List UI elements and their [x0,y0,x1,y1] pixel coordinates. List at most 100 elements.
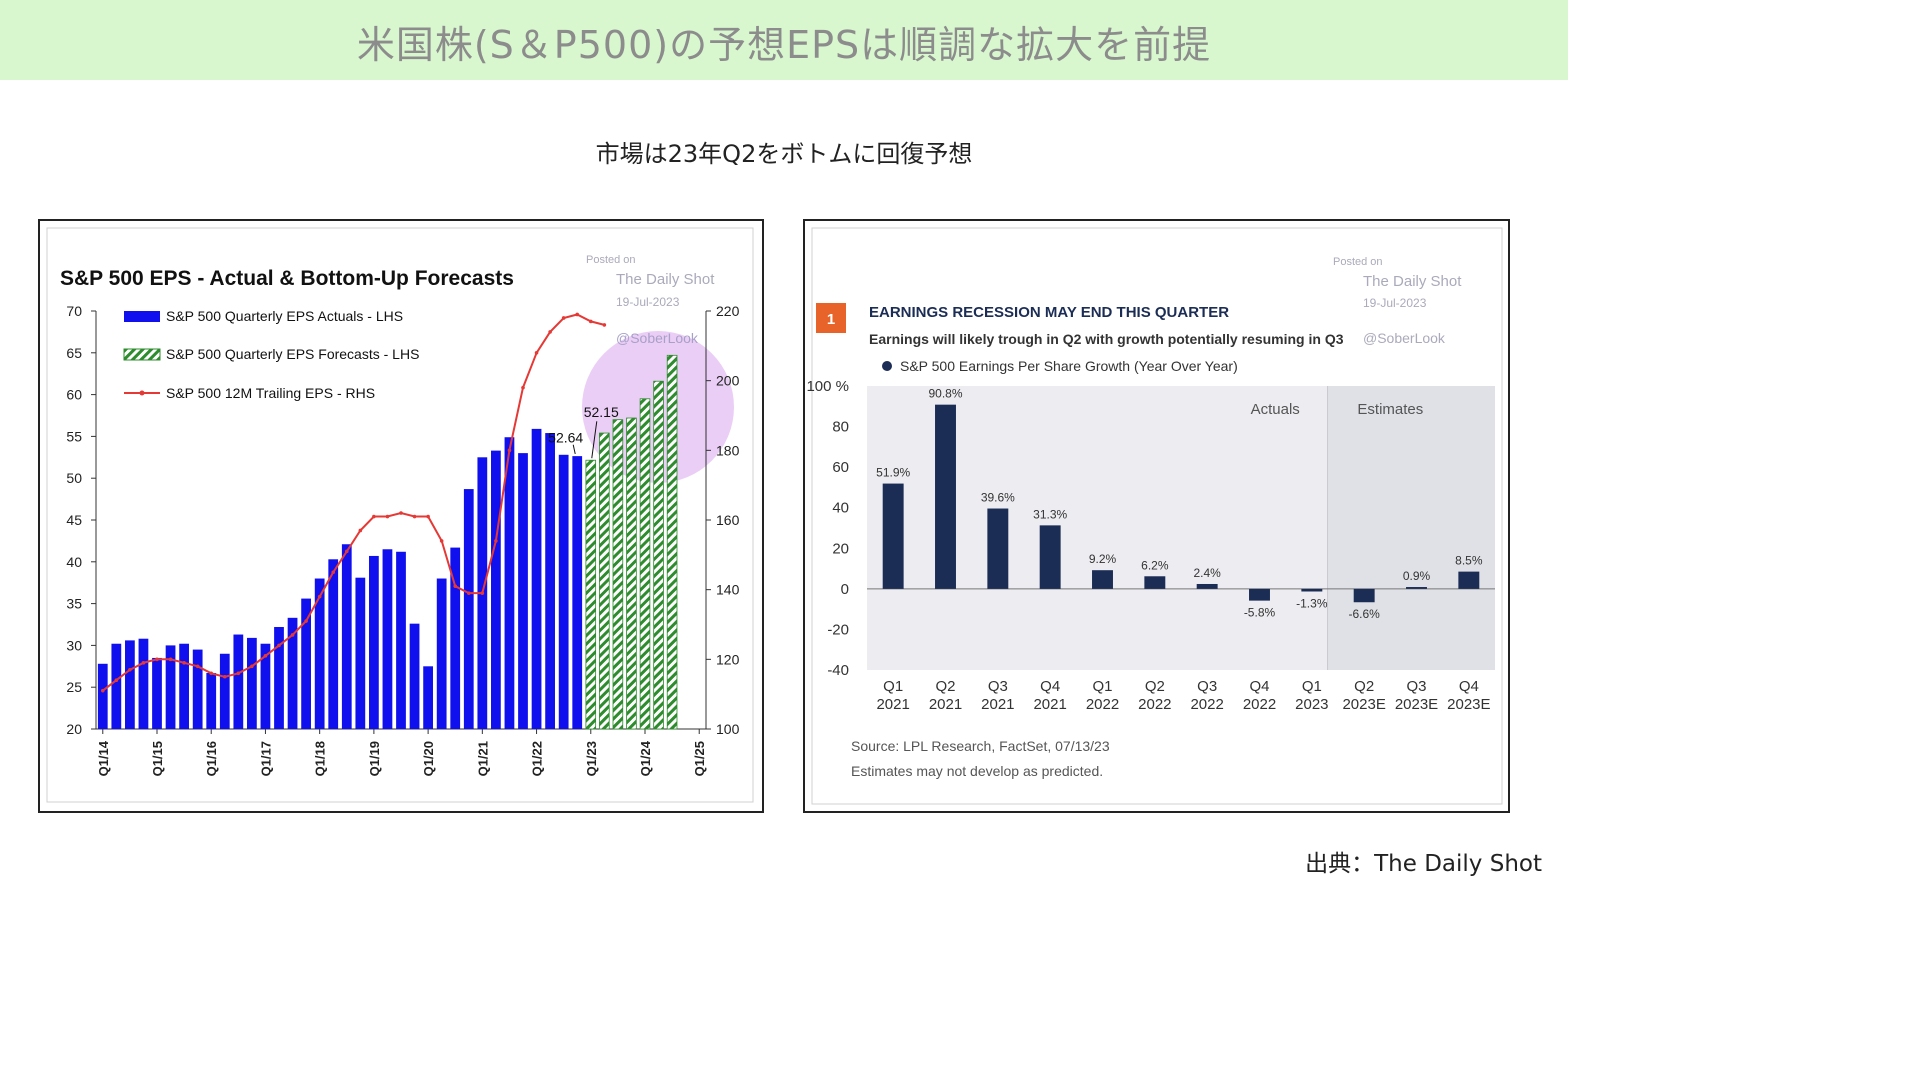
y-right-tick-label: 100 [716,721,740,737]
growth-bar [1353,588,1375,603]
eps-forecast-chart-panel: S&P 500 EPS - Actual & Bottom-Up Forecas… [38,219,764,813]
earnings-growth-chart: Posted on The Daily Shot 19-Jul-2023 @Sober… [806,227,1503,805]
actual-eps-bar [572,456,583,729]
earnings-growth-chart-panel: Posted on The Daily Shot 19-Jul-2023 @Sober… [803,219,1510,813]
trailing-eps-point [277,643,281,648]
y-left-tick-label: 60 [66,387,82,403]
x-tick-quarter: Q2 [1354,678,1374,695]
growth-bar [1406,587,1427,589]
trailing-eps-point [372,514,376,519]
legend-label-trailing: S&P 500 12M Trailing EPS - RHS [166,385,375,401]
source-credit: 出典：The Daily Shot [1305,851,1542,877]
x-tick-quarter: Q3 [1406,678,1426,695]
trailing-eps-point [250,664,254,669]
watermark-date: 19-Jul-2023 [616,295,680,309]
trailing-eps-point [602,323,607,327]
growth-data-label: -6.6% [1348,607,1380,621]
growth-bar [882,483,904,589]
actual-eps-bar [518,453,528,729]
trailing-eps-point [304,619,308,623]
trailing-eps-point [399,511,403,515]
actual-eps-bar [328,559,339,729]
watermark-site: The Daily Shot [616,271,715,288]
y-right-tick-label: 180 [716,442,740,458]
trailing-eps-point [317,594,322,599]
y-tick-label: -40 [827,662,849,679]
y-left-tick-label: 50 [66,470,82,486]
growth-data-label: 2.4% [1193,566,1221,580]
legend-label: S&P 500 Earnings Per Share Growth (Year … [900,358,1238,374]
chart-title: EARNINGS RECESSION MAY END THIS QUARTER [869,304,1229,321]
trailing-eps-line [102,313,605,692]
x-tick-label: Q1/17 [258,741,273,776]
y-left-tick-label: 30 [66,637,82,653]
y-left-tick-label: 55 [66,428,82,444]
forecast-eps-bar [626,417,637,730]
x-tick-label: Q1/24 [638,740,653,776]
trailing-eps-point [209,671,214,676]
footnote-disclaimer: Estimates may not develop as predicted. [851,763,1103,779]
x-tick-label: Q1/22 [530,741,545,776]
watermark-site: The Daily Shot [1363,273,1462,290]
figure-badge-number: 1 [827,311,835,328]
region-label-estimates: Estimates [1357,401,1423,418]
watermark-handle: @SoberLook [616,330,699,346]
trailing-eps-point [358,528,363,533]
trailing-eps-point [100,688,105,693]
trailing-eps-point [263,654,268,658]
x-tick-quarter: Q1 [1302,678,1322,695]
trailing-eps-point [548,330,552,334]
trailing-eps-point [344,549,349,554]
growth-data-label: 9.2% [1089,552,1117,566]
forecast-eps-bar [599,432,610,730]
growth-data-label: 0.9% [1403,569,1431,583]
growth-data-label: 90.8% [928,387,962,401]
y-right-tick-label: 200 [716,373,740,389]
legend-marker [882,361,892,371]
legend-label-forecast: S&P 500 Quarterly EPS Forecasts - LHS [166,346,419,362]
trailing-eps-point [195,664,200,669]
x-tick-label: Q1/20 [421,741,436,776]
legend-label-actual: S&P 500 Quarterly EPS Actuals - LHS [166,308,403,324]
watermark-posted: Posted on [1333,256,1383,268]
growth-data-label: -1.3% [1296,596,1328,610]
y-right-tick-label: 140 [716,582,740,598]
actual-eps-bar [274,627,284,729]
x-tick-year: 2021 [876,696,909,713]
annotation-first-forecast: 52.15 [584,404,619,420]
actual-eps-bar [219,653,230,729]
x-tick-quarter: Q3 [988,678,1008,695]
x-tick-year: 2021 [929,696,962,713]
x-tick-year: 2021 [1033,696,1066,713]
actual-eps-bar [287,617,298,729]
x-tick-quarter: Q2 [1145,678,1165,695]
forecast-eps-bar [585,459,597,730]
actual-eps-bar [125,640,135,729]
actual-eps-bar [409,623,420,729]
trailing-eps-point [561,316,566,320]
actual-eps-bar [450,547,461,729]
x-tick-quarter: Q4 [1459,678,1479,695]
actual-eps-bar [382,549,393,729]
x-tick-label: Q1/21 [475,741,490,776]
trailing-eps-point [426,514,430,519]
trailing-eps-point [128,667,132,672]
x-tick-year: 2023E [1342,696,1385,713]
actual-eps-bar [206,672,217,729]
y-left-tick-label: 20 [66,721,82,737]
actual-eps-bar [531,428,542,729]
x-tick-year: 2022 [1243,696,1276,713]
x-tick-label: Q1/25 [692,741,707,776]
trailing-eps-point [588,319,593,324]
actual-eps-bar [192,649,203,729]
watermark-date: 19-Jul-2023 [1363,296,1427,310]
growth-data-label: -5.8% [1244,606,1276,620]
x-tick-year: 2021 [981,696,1014,713]
actual-eps-bar [165,645,176,729]
y-left-tick-label: 40 [66,554,82,570]
y-tick-label: 40 [832,500,849,517]
trailing-eps-point [412,514,417,519]
growth-data-label: 51.9% [876,466,910,480]
growth-data-label: 6.2% [1141,558,1169,572]
trailing-eps-point [575,312,580,317]
